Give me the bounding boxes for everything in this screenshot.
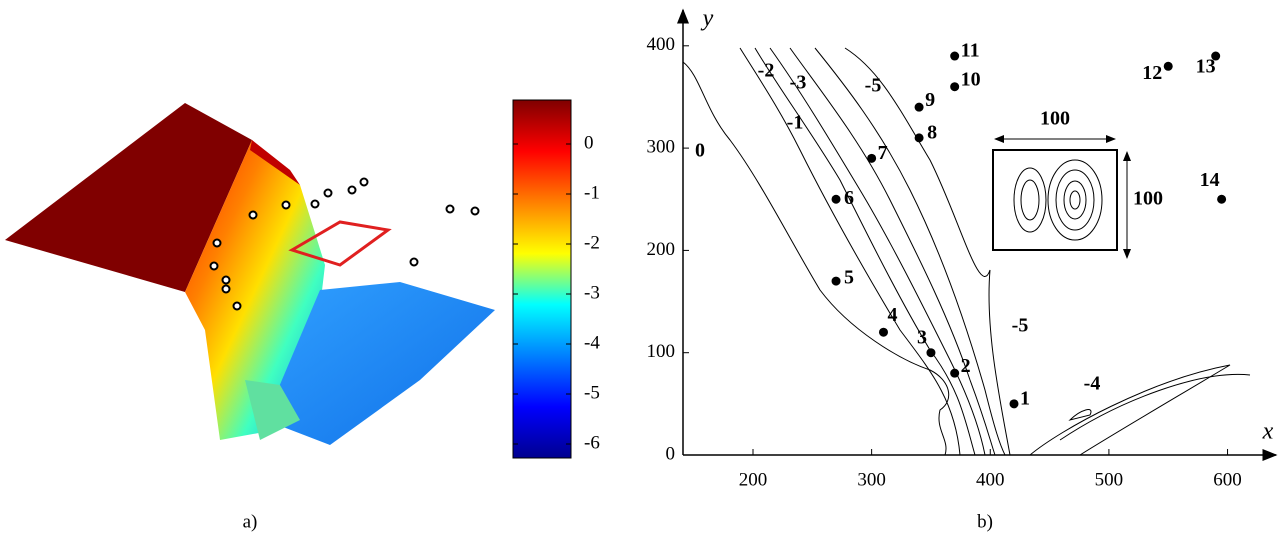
contour-label: -3 — [790, 72, 807, 94]
station — [914, 133, 924, 143]
inset — [992, 135, 1131, 259]
station — [950, 368, 960, 378]
colorbar — [512, 99, 572, 459]
surface-3d — [5, 103, 495, 445]
y-tick-label: 400 — [647, 34, 676, 55]
station — [831, 276, 841, 286]
colorbar-tick-label: -4 — [584, 332, 600, 353]
station — [926, 348, 936, 358]
station-label: 9 — [925, 89, 935, 111]
station — [914, 102, 924, 112]
station-label: 7 — [878, 142, 888, 164]
contours — [682, 47, 1251, 456]
station — [950, 51, 960, 61]
y-tick-label: 300 — [647, 136, 676, 157]
station-label: 11 — [961, 40, 980, 62]
y-axis-label: y — [701, 6, 714, 32]
y-tick-label: 0 — [666, 443, 676, 464]
caption-b: b) — [977, 511, 993, 532]
station-label: 5 — [844, 267, 854, 289]
station — [1217, 194, 1227, 204]
station — [878, 327, 888, 337]
station-label: 8 — [927, 121, 937, 143]
y-tick-label: 200 — [647, 239, 676, 260]
station — [1163, 61, 1173, 71]
contour-label: -5 — [865, 75, 882, 97]
contour-label: -1 — [787, 112, 804, 134]
station-label: 4 — [887, 304, 897, 326]
colorbar-tick-label: -6 — [584, 432, 600, 453]
station-label: 10 — [961, 68, 981, 90]
contour-label: 0 — [695, 140, 705, 162]
caption-a: a) — [243, 511, 258, 532]
colorbar-tick-label: -2 — [584, 232, 600, 253]
x-tick-label: 200 — [739, 469, 768, 490]
station-label: 14 — [1200, 169, 1220, 191]
colorbar-tick-label: -3 — [584, 282, 600, 303]
station — [867, 153, 877, 163]
contour-label: -2 — [758, 60, 775, 82]
colorbar-tick-label: 0 — [584, 132, 594, 153]
station-label: 2 — [961, 355, 971, 377]
x-tick-label: 400 — [976, 469, 1005, 490]
inset-height-label: 100 — [1133, 188, 1163, 210]
x-axis-label: x — [1262, 419, 1274, 445]
station — [950, 82, 960, 92]
station-label: 12 — [1142, 62, 1162, 84]
contour-label: -5 — [1012, 315, 1029, 337]
station-label: 3 — [917, 326, 927, 348]
x-tick-label: 300 — [857, 469, 886, 490]
x-tick-label: 600 — [1213, 469, 1242, 490]
x-tick-label: 500 — [1095, 469, 1124, 490]
inset-width-label: 100 — [1040, 108, 1070, 130]
y-tick-label: 100 — [647, 341, 676, 362]
station — [831, 194, 841, 204]
station-label: 1 — [1020, 387, 1030, 409]
colorbar-tick-label: -5 — [584, 382, 600, 403]
station-label: 13 — [1196, 56, 1216, 78]
station — [1211, 51, 1221, 61]
contour-label: -4 — [1084, 373, 1101, 395]
station — [1009, 399, 1019, 409]
colorbar-tick-label: -1 — [584, 182, 600, 203]
station-label: 6 — [844, 187, 854, 209]
